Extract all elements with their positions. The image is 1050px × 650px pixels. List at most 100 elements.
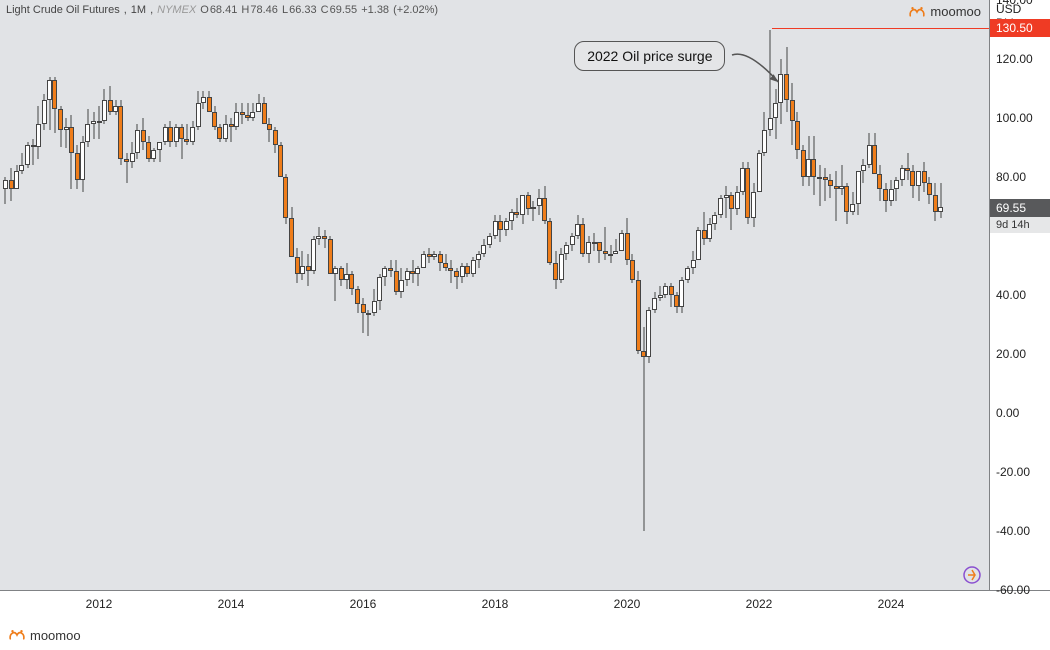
candle (229, 0, 234, 590)
candle (679, 0, 684, 590)
candle (179, 0, 184, 590)
y-tick-label: 40.00 (996, 288, 1026, 302)
candle (526, 0, 531, 590)
x-axis[interactable]: 2012201420162018202020222024 (0, 591, 990, 620)
candle (97, 0, 102, 590)
candle (586, 0, 591, 590)
horizontal-line[interactable] (772, 28, 989, 29)
candle (184, 0, 189, 590)
y-tick-label: 100.00 (996, 111, 1033, 125)
goto-date-icon[interactable] (963, 566, 981, 584)
candle (344, 0, 349, 590)
candle (410, 0, 415, 590)
candle (157, 0, 162, 590)
candle (91, 0, 96, 590)
x-tick-label: 2024 (878, 597, 905, 611)
callout-text: 2022 Oil price surge (574, 41, 725, 71)
candle (509, 0, 514, 590)
candle (559, 0, 564, 590)
candle (146, 0, 151, 590)
candle (283, 0, 288, 590)
footer-text: moomoo (30, 628, 81, 643)
candle (151, 0, 156, 590)
candle (669, 0, 674, 590)
candle (531, 0, 536, 590)
last-price-flag: 69.55 (990, 199, 1050, 217)
candle (212, 0, 217, 590)
candle (223, 0, 228, 590)
candle (207, 0, 212, 590)
candle (778, 0, 783, 590)
candle (102, 0, 107, 590)
candle (245, 0, 250, 590)
candle (36, 0, 41, 590)
candle (432, 0, 437, 590)
chart-container: Light Crude Oil Futures, 1M, NYMEX O68.4… (0, 0, 1050, 650)
candle (438, 0, 443, 590)
exchange: NYMEX (157, 4, 196, 16)
x-tick-label: 2012 (86, 597, 113, 611)
x-tick-label: 2016 (350, 597, 377, 611)
candle (580, 0, 585, 590)
y-tick-label: -40.00 (996, 524, 1030, 538)
candle (454, 0, 459, 590)
candle (333, 0, 338, 590)
candle (487, 0, 492, 590)
candle (872, 0, 877, 590)
candle (740, 0, 745, 590)
candle (784, 0, 789, 590)
candle (476, 0, 481, 590)
candle (168, 0, 173, 590)
candle (514, 0, 519, 590)
candle (636, 0, 641, 590)
candle (608, 0, 613, 590)
symbol-header: Light Crude Oil Futures, 1M, NYMEX O68.4… (6, 4, 439, 16)
candle (481, 0, 486, 590)
candle (361, 0, 366, 590)
candle (322, 0, 327, 590)
countdown-flag: 9d 14h (990, 217, 1050, 233)
x-tick-label: 2018 (482, 597, 509, 611)
candle (108, 0, 113, 590)
candle (382, 0, 387, 590)
candle (905, 0, 910, 590)
candle (311, 0, 316, 590)
candle (707, 0, 712, 590)
candle (3, 0, 8, 590)
candle (795, 0, 800, 590)
candle (839, 0, 844, 590)
candle (471, 0, 476, 590)
candle (597, 0, 602, 590)
candle (448, 0, 453, 590)
candle (19, 0, 24, 590)
candle (47, 0, 52, 590)
candle (58, 0, 63, 590)
candle (663, 0, 668, 590)
candle (801, 0, 806, 590)
candle (234, 0, 239, 590)
candle (316, 0, 321, 590)
candle (493, 0, 498, 590)
candle (867, 0, 872, 590)
candle (773, 0, 778, 590)
candle (916, 0, 921, 590)
candle (64, 0, 69, 590)
candle (31, 0, 36, 590)
y-tick-label: -60.00 (996, 583, 1030, 597)
interval: 1M (131, 4, 146, 16)
y-axis[interactable]: USD BLL 140.00120.00100.0080.0040.0020.0… (990, 0, 1050, 590)
chart-body: Light Crude Oil Futures, 1M, NYMEX O68.4… (0, 0, 1050, 590)
plot-area[interactable]: Light Crude Oil Futures, 1M, NYMEX O68.4… (0, 0, 990, 590)
candle (75, 0, 80, 590)
candle (42, 0, 47, 590)
candle (724, 0, 729, 590)
candle (295, 0, 300, 590)
candle (14, 0, 19, 590)
candle (174, 0, 179, 590)
candle (52, 0, 57, 590)
candle (306, 0, 311, 590)
x-tick-label: 2022 (746, 597, 773, 611)
annotation-callout[interactable]: 2022 Oil price surge (574, 41, 725, 71)
candle (339, 0, 344, 590)
candle (652, 0, 657, 590)
